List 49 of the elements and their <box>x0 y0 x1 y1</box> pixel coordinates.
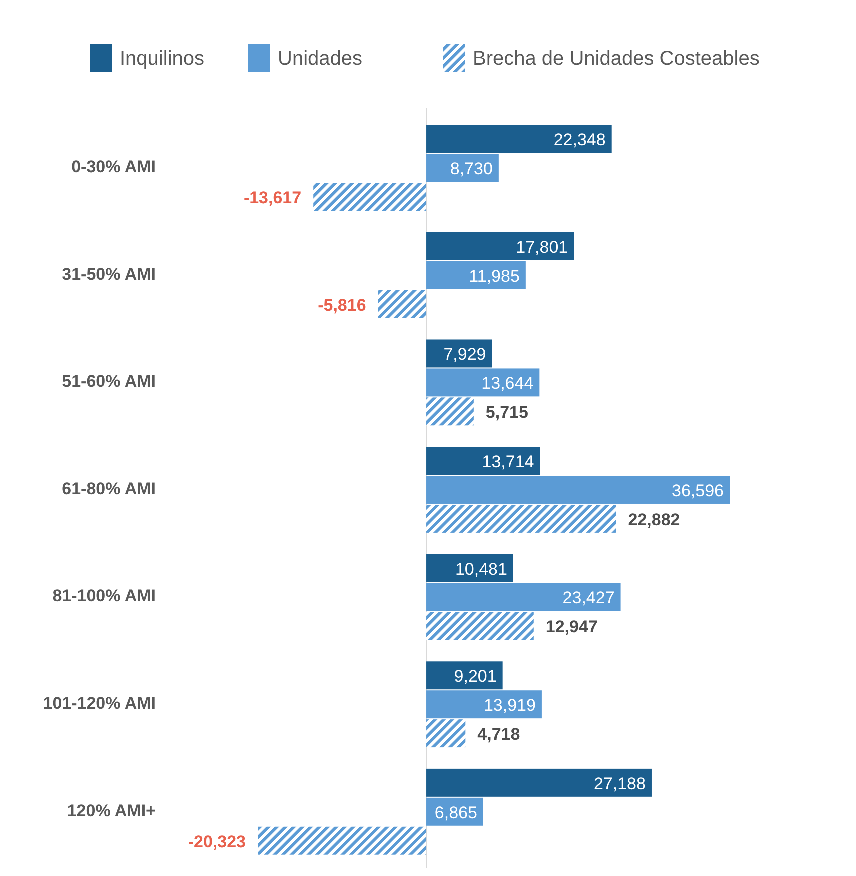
bar <box>426 232 574 260</box>
data-label: 22,348 <box>554 130 606 150</box>
y-tick-label: 51-60% AMI <box>62 372 156 392</box>
data-label: 23,427 <box>562 588 615 608</box>
data-label: 8,730 <box>450 160 493 179</box>
bar <box>258 826 427 855</box>
data-label: 12,947 <box>546 618 598 637</box>
legend-label: Brecha de Unidades Costeables <box>473 48 760 70</box>
y-tick-label: 120% AMI+ <box>67 801 156 820</box>
legend-label: Inquilinos <box>120 48 205 70</box>
data-label: 13,714 <box>482 452 534 472</box>
bar <box>426 612 534 640</box>
data-label: 4,718 <box>478 725 520 744</box>
data-label: 10,481 <box>455 560 508 579</box>
bar <box>426 504 616 533</box>
bar <box>426 125 612 154</box>
data-label: 13,644 <box>482 374 534 394</box>
bar <box>426 768 652 797</box>
data-label: 9,201 <box>454 667 497 686</box>
data-label: 27,188 <box>594 774 646 794</box>
bar <box>426 583 621 612</box>
data-label: 5,715 <box>486 403 528 422</box>
data-label: 22,882 <box>628 510 680 530</box>
legend-label: Unidades <box>278 48 363 70</box>
y-tick-label: 101-120% AMI <box>43 694 156 714</box>
data-label: 11,985 <box>469 266 520 286</box>
data-label: 17,801 <box>516 238 568 257</box>
data-label: -13,617 <box>244 188 302 208</box>
y-tick-label: 81-100% AMI <box>52 586 156 606</box>
data-label: -20,323 <box>188 832 246 852</box>
bar <box>378 290 427 318</box>
bar <box>426 261 526 290</box>
bar <box>426 662 503 690</box>
bar <box>426 447 540 476</box>
bar <box>426 554 514 582</box>
data-label: 36,596 <box>672 481 724 500</box>
data-label: 7,929 <box>444 345 486 364</box>
bar <box>426 476 730 504</box>
bar <box>426 690 542 719</box>
bar <box>314 183 427 212</box>
data-label: 6,865 <box>434 803 478 822</box>
y-tick-label: 0-30% AMI <box>72 158 156 177</box>
data-label: 13,919 <box>484 696 536 716</box>
data-label: -5,816 <box>318 296 366 315</box>
y-tick-label: 61-80% AMI <box>62 479 156 498</box>
bar <box>426 368 540 397</box>
bar <box>426 398 474 426</box>
y-tick-label: 31-50% AMI <box>62 264 156 284</box>
bar <box>426 720 466 748</box>
